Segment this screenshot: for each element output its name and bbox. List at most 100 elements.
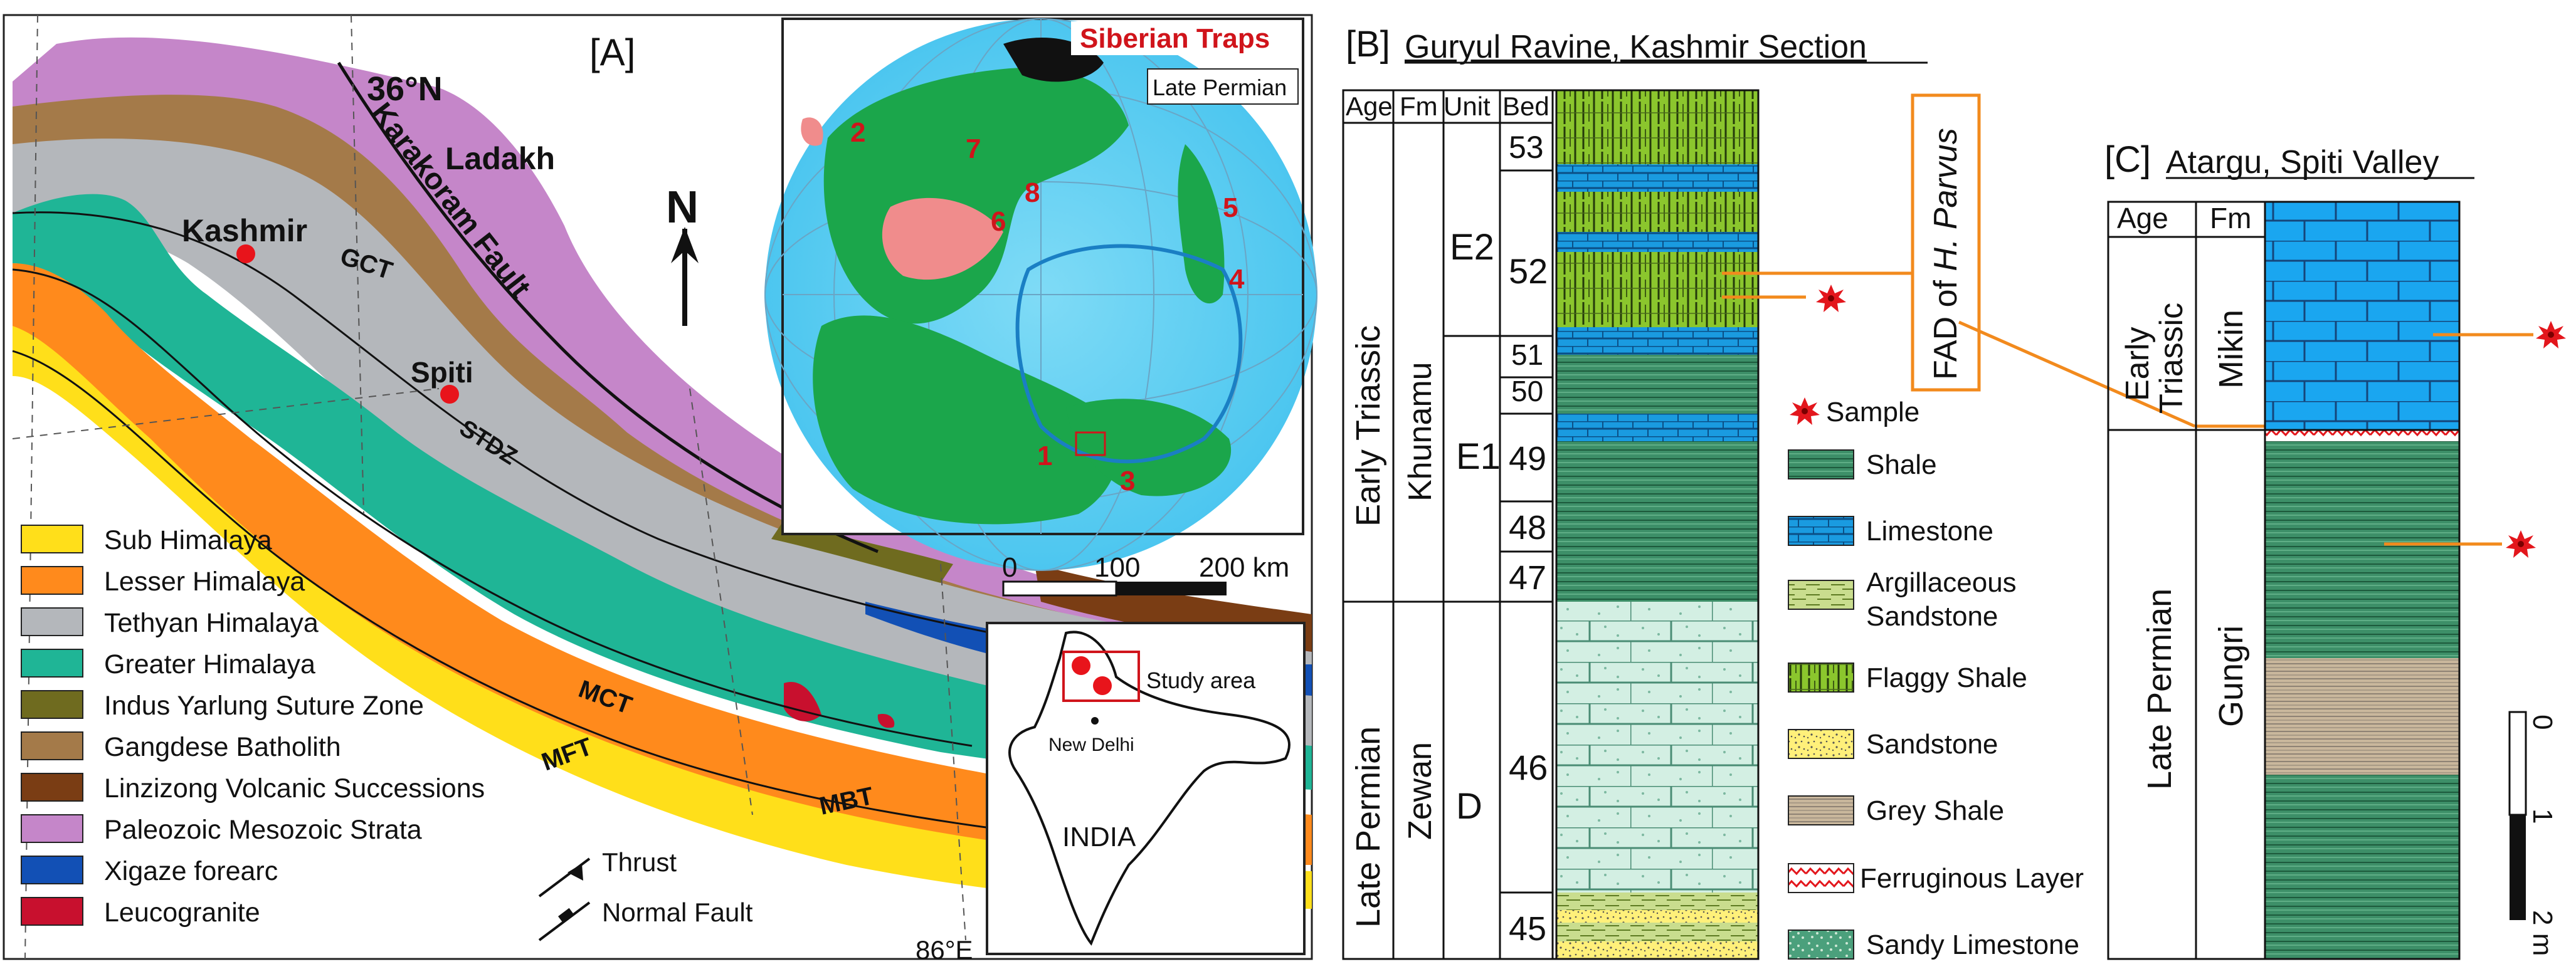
col-header-unit: Unit <box>1444 92 1491 121</box>
india-label: INDIA <box>1062 822 1136 852</box>
delhi-label: New Delhi <box>1048 735 1134 755</box>
globe-title-box <box>1071 21 1301 55</box>
panel-c-title: Atargu, Spiti Valley <box>2166 144 2439 181</box>
globe-inset: Siberian Traps Late Permian 1 2 3 4 5 6 7 8 <box>764 18 1317 571</box>
lith-52-lime-a <box>1556 232 1758 252</box>
spiti-label: Spiti <box>411 356 473 389</box>
bed-48: 48 <box>1509 509 1546 547</box>
age-early-triassic: Early Triassic <box>1349 325 1387 526</box>
legend-a-swatch <box>21 607 83 636</box>
col-header-bed: Bed <box>1502 92 1549 121</box>
map-paleozoic-strata <box>13 37 1312 696</box>
kashmir-point <box>236 244 255 263</box>
normal-fault-symbol <box>558 908 574 924</box>
legend-b-swatch-ferrug <box>1788 863 1854 893</box>
legend-b-swatch-greyshale <box>1788 795 1854 825</box>
globe-number-4: 4 <box>1229 264 1245 295</box>
legend-a-label: Xigaze forearc <box>104 856 278 886</box>
scale-tick-100: 100 <box>1094 552 1140 583</box>
age-late-permian: Late Permian <box>1349 726 1387 928</box>
c-sample-marker-1 <box>2536 321 2566 348</box>
c-lith-mikin-limestone <box>2265 202 2459 430</box>
globe-subtitle: Late Permian <box>1153 75 1287 100</box>
legend-a-label: Tethyan Himalaya <box>104 608 319 638</box>
fad-species: H. Parvus <box>1928 128 1964 271</box>
legend-b-swatch-sandylime <box>1788 929 1854 960</box>
bed-47: 47 <box>1509 559 1546 597</box>
c-lith-grey-shale <box>2265 658 2459 775</box>
north-arrow: N <box>666 182 699 326</box>
legend-a-label: Lesser Himalaya <box>104 567 305 597</box>
legend-a-label: Gangdese Batholith <box>104 732 341 762</box>
c-lith-shale-a <box>2265 441 2459 658</box>
fault-legend: Thrust Normal Fault <box>538 847 753 941</box>
lith-53-flaggy <box>1556 90 1758 164</box>
fad-box <box>1911 93 1981 392</box>
c-age-early-line1: Early <box>2119 327 2156 401</box>
india-point-kashmir <box>1072 656 1090 675</box>
panel-c: [C] Atargu, Spiti Valley Age Fm Early Tr… <box>2104 139 2566 960</box>
c-sample-marker-2 <box>2506 530 2536 558</box>
fm-zewan: Zewan <box>1402 742 1438 840</box>
globe-number-2: 2 <box>850 117 865 148</box>
legend-a-label: Paleozoic Mesozoic Strata <box>104 815 422 845</box>
lith-52-flaggy-a <box>1556 192 1758 232</box>
legend-b-label: Shale <box>1866 449 1937 480</box>
globe-number-3: 3 <box>1120 466 1135 496</box>
thrust-symbol <box>567 864 583 881</box>
map-tethyan <box>13 139 1312 752</box>
bed-50: 50 <box>1511 375 1543 407</box>
lith-50-lime <box>1556 414 1758 441</box>
study-area-box <box>1062 651 1140 702</box>
fad-correlation-line <box>1958 320 2196 428</box>
scale-tick-0: 0 <box>1002 552 1017 583</box>
map-scale-bar: 0 100 200 km <box>1002 552 1289 597</box>
india-outline <box>1008 631 1291 946</box>
legend-a-label: Leucogranite <box>104 898 260 928</box>
lith-45-sandstone-a <box>1556 910 1758 923</box>
map-iysz <box>771 520 953 583</box>
legend-a-swatch <box>21 649 83 678</box>
c-header-fm: Fm <box>2210 202 2251 234</box>
india-point-spiti <box>1093 676 1112 695</box>
panel-a-label: [A] <box>589 31 635 73</box>
fad-label: FAD of H. Parvus <box>1928 128 1964 380</box>
atargu-column: Age Fm Early Triassic Late Permian Mikin… <box>2107 201 2461 960</box>
c-age-early-line2: Triassic <box>2153 303 2190 414</box>
study-area-label: Study area <box>1146 668 1256 693</box>
legend-b-label: Sandy Limestone <box>1866 929 2079 960</box>
map-leucogranite <box>784 682 821 721</box>
legend-a-label: Greater Himalaya <box>104 649 315 679</box>
c-fm-mikin: Mikin <box>2212 310 2250 389</box>
legend-a-swatch <box>21 566 83 595</box>
globe-land-pink <box>882 197 1003 280</box>
globe-number-8: 8 <box>1025 177 1040 208</box>
bed-46: 46 <box>1509 748 1548 787</box>
map-sub-himalaya <box>13 326 1312 909</box>
panel-c-label: [C] <box>2104 139 2151 180</box>
legend-a-swatch <box>21 773 83 802</box>
guryul-lithology <box>1555 89 1760 960</box>
globe-gondwana <box>813 315 1119 525</box>
c-lith-ferruginous <box>2265 430 2459 441</box>
thrust-line-1 <box>12 211 1098 653</box>
c-scale-0: 0 <box>2527 715 2558 730</box>
tethys-outline <box>1015 244 1243 464</box>
panel-b-label: [B] <box>1346 24 1390 65</box>
legend-a-swatch <box>21 525 83 553</box>
globe-number-6: 6 <box>991 206 1006 237</box>
legend-b-label: Sample <box>1826 397 1919 427</box>
india-inset: Study area New Delhi INDIA <box>986 622 1306 955</box>
globe-east-gondwana <box>1066 399 1232 496</box>
c-scale-2: 2 m <box>2527 910 2558 956</box>
c-fm-gungri: Gungri <box>2212 626 2250 727</box>
kashmir-label: Kashmir <box>182 213 307 248</box>
legend-b-label: Grey Shale <box>1866 795 2004 826</box>
legend-a-swatch <box>21 814 83 843</box>
bed-53: 53 <box>1509 130 1544 165</box>
thrust-legend-label: Thrust <box>602 847 677 877</box>
scale-tick-200: 200 km <box>1199 552 1289 583</box>
panel-b: [B] Guryul Ravine, Kashmir Section Age F… <box>1342 24 2326 960</box>
legend-a-swatch <box>21 897 83 926</box>
thrust-line-2 <box>12 268 973 747</box>
